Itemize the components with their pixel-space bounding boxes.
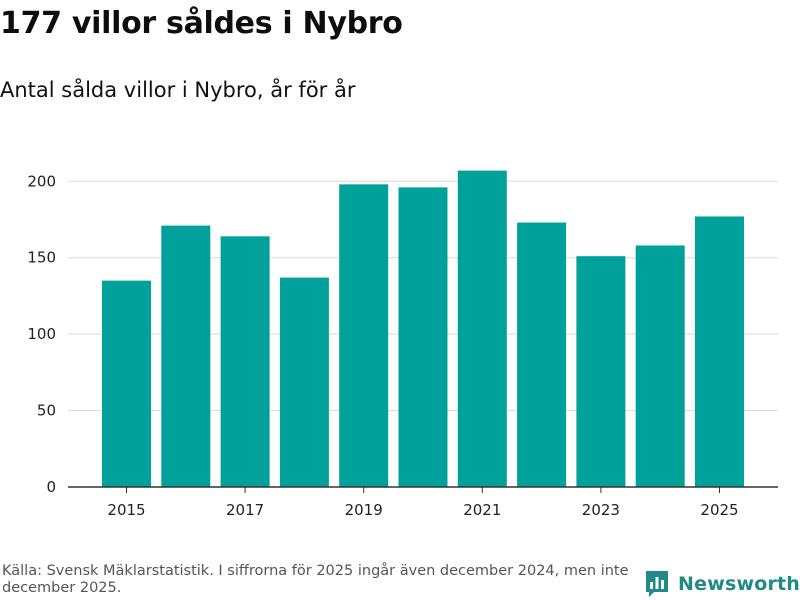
chart-subtitle: Antal sålda villor i Nybro, år för år	[0, 78, 356, 102]
source-note: Källa: Svensk Mäklarstatistik. I siffror…	[2, 563, 629, 596]
x-tick-label: 2019	[345, 501, 383, 519]
bar-chart: 0 50 100 150 200 2015 2017 2019 2021 2023 2025	[27, 170, 778, 519]
x-tick-label: 2025	[700, 501, 738, 519]
x-tick-label: 2021	[463, 501, 501, 519]
y-tick-label: 150	[27, 249, 56, 267]
bar-chart-logo-icon	[646, 571, 668, 597]
bar-2018	[279, 277, 329, 487]
y-tick-label: 0	[46, 478, 56, 496]
bar-2021	[457, 170, 507, 488]
bar-2017	[220, 236, 270, 487]
x-tick-label: 2017	[226, 501, 264, 519]
brand-logo[interactable]: Newsworthy	[644, 568, 800, 600]
chart-title: 177 villor såldes i Nybro	[0, 6, 403, 41]
bar-2019	[339, 184, 389, 488]
bar-2025	[695, 216, 744, 487]
bar-2015	[102, 280, 151, 487]
bar-2022	[517, 222, 567, 488]
bar-2016	[161, 225, 211, 487]
y-tick-label: 50	[37, 402, 56, 420]
y-tick-label: 100	[27, 325, 56, 343]
x-tick-label: 2015	[107, 501, 145, 519]
x-axis-ticks: 2015 2017 2019 2021 2023 2025	[107, 487, 739, 519]
y-tick-label: 200	[27, 172, 56, 190]
x-tick-label: 2023	[582, 501, 620, 519]
y-axis-ticks: 0 50 100 150 200	[27, 172, 56, 496]
brand-name: Newsworthy	[678, 573, 800, 595]
bars	[102, 170, 744, 488]
bar-2024	[635, 245, 685, 487]
bar-2020	[398, 187, 448, 487]
bar-2023	[576, 256, 626, 487]
